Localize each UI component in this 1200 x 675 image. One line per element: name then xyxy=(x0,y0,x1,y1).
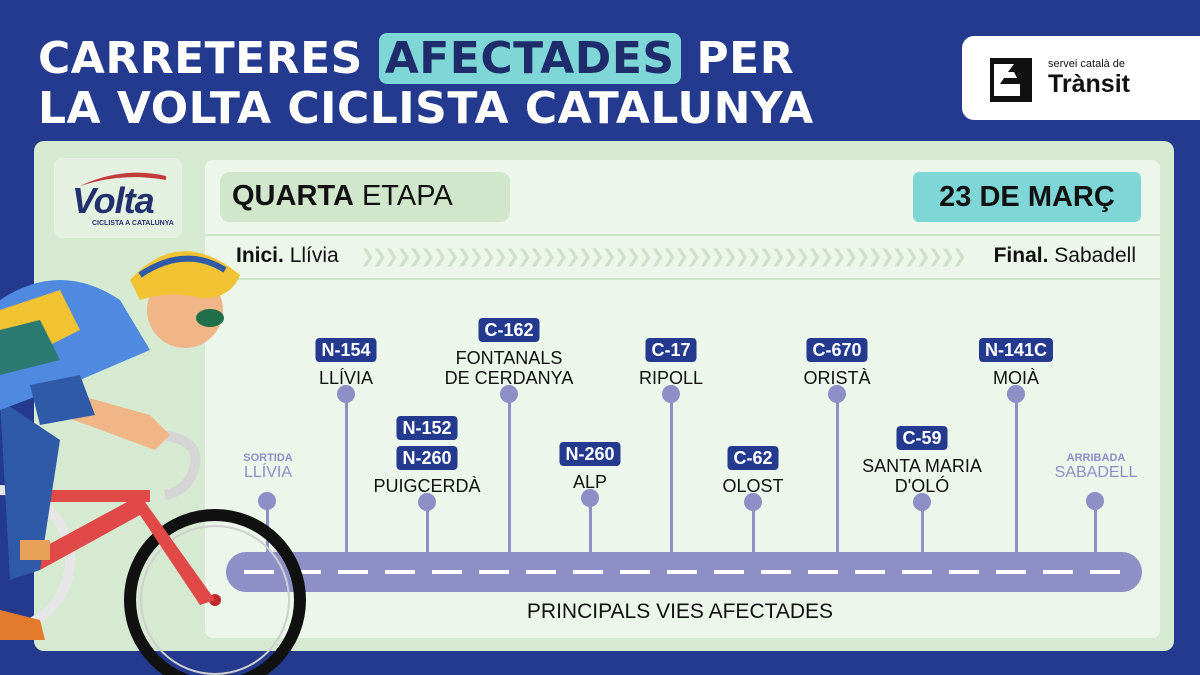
stop-stem xyxy=(589,506,592,556)
stop-place-line: FONTANALS xyxy=(455,348,563,368)
road-tag: C-670 xyxy=(806,338,868,362)
stop-place: ALP xyxy=(573,472,607,492)
end-stem xyxy=(1094,500,1097,556)
stop-stem xyxy=(752,510,755,556)
stop-place: ORISTÀ xyxy=(803,368,870,388)
stop-place: PUIGCERDÀ xyxy=(373,476,480,496)
end-place: Sabadell xyxy=(1054,244,1136,267)
start-kind: SORTIDA xyxy=(243,452,293,464)
start-label: Inici. xyxy=(236,244,284,267)
page-title: CARRETERES AFECTADES PER LA VOLTA CICLIS… xyxy=(38,33,814,134)
road-dashes xyxy=(244,570,1124,574)
stop-place: LLÍVIA xyxy=(319,368,373,388)
title-line1-post: PER xyxy=(696,33,795,84)
title-highlight: AFECTADES xyxy=(378,33,681,84)
stop-place: OLOST xyxy=(722,476,783,496)
stop-place-line: ORISTÀ xyxy=(803,368,871,388)
end-info: Final. Sabadell xyxy=(994,244,1136,268)
stop-dot xyxy=(828,385,846,403)
stage-title: QUARTA ETAPA xyxy=(220,172,510,222)
stop-place-line: D'OLÓ xyxy=(894,476,950,496)
start-endpoint-place: LLÍVIA xyxy=(243,464,293,481)
stage-date-badge: 23 DE MARÇ xyxy=(913,172,1141,222)
road-caption: PRINCIPALS VIES AFECTADES xyxy=(526,600,834,623)
divider xyxy=(205,278,1160,280)
road-tag: C-59 xyxy=(896,426,948,450)
road-tag: C-17 xyxy=(645,338,697,362)
stop-dot xyxy=(913,493,931,511)
stop-place-line: MOIÀ xyxy=(992,368,1040,388)
end-kind: ARRIBADA xyxy=(1066,452,1126,464)
stop-stem xyxy=(508,402,511,556)
volta-logo: Volta CICLISTA A CATALUNYA xyxy=(54,158,182,238)
road-tag: N-152 xyxy=(396,416,458,440)
road-tag: N-260 xyxy=(396,446,458,470)
stop-place-line: RIPOLL xyxy=(638,368,704,388)
stop-place-line: DE CERDANYA xyxy=(444,368,574,388)
end-endpoint-place: SABADELL xyxy=(1054,464,1138,481)
brand-small-text: servei català de xyxy=(1048,58,1126,70)
stop-place: MOIÀ xyxy=(993,368,1039,388)
stop-dot xyxy=(418,493,436,511)
transit-logo: servei català de Trànsit xyxy=(962,36,1200,120)
stop-place-line: OLOST xyxy=(722,476,784,496)
start-place: Llívia xyxy=(289,244,339,267)
road-graphic xyxy=(226,552,1142,592)
stop-place-line: SANTA MARIA xyxy=(862,456,982,476)
stop-stem xyxy=(1015,402,1018,556)
transit-logo-icon xyxy=(990,58,1032,102)
start-end-row: Inici. Llívia ❯❯❯❯❯❯❯❯❯❯❯❯❯❯❯❯❯❯❯❯❯❯❯❯❯❯… xyxy=(236,244,1136,272)
stop-stem xyxy=(345,402,348,556)
stop-stem xyxy=(836,402,839,556)
end-dot xyxy=(1086,492,1104,510)
stop-stem xyxy=(921,510,924,556)
stage-ordinal: QUARTA xyxy=(232,180,354,212)
divider xyxy=(205,234,1160,236)
stop-dot xyxy=(581,489,599,507)
title-line2: LA VOLTA CICLISTA CATALUNYA xyxy=(38,83,814,134)
stage-label: ETAPA xyxy=(361,180,453,212)
volta-swoosh-icon xyxy=(80,172,166,186)
road-tag: N-260 xyxy=(559,442,621,466)
stop-dot xyxy=(500,385,518,403)
stop-stem xyxy=(670,402,673,556)
stop-dot xyxy=(337,385,355,403)
title-line1-pre: CARRETERES xyxy=(38,33,363,84)
road-tag: C-62 xyxy=(727,446,779,470)
chevron-arrows-icon: ❯❯❯❯❯❯❯❯❯❯❯❯❯❯❯❯❯❯❯❯❯❯❯❯❯❯❯❯❯❯❯❯❯❯❯❯❯❯❯❯… xyxy=(360,246,967,266)
stop-place: FONTANALS DE CERDANYA xyxy=(445,348,574,388)
road-tag: N-154 xyxy=(315,338,377,362)
stop-place-line: PUIGCERDÀ xyxy=(373,476,481,496)
volta-subtitle: CICLISTA A CATALUNYA xyxy=(92,220,174,227)
stop-place-line: ALP xyxy=(572,472,608,492)
stop-place: RIPOLL xyxy=(639,368,703,388)
stop-dot xyxy=(1007,385,1025,403)
start-dot xyxy=(258,492,276,510)
stop-stem xyxy=(426,510,429,556)
end-label: Final. xyxy=(993,244,1049,267)
start-info: Inici. Llívia xyxy=(236,244,339,268)
volta-word: Volta xyxy=(72,180,155,221)
stop-dot xyxy=(744,493,762,511)
stop-dot xyxy=(662,385,680,403)
brand-name: Trànsit xyxy=(1048,70,1130,98)
road-tag: N-141C xyxy=(978,338,1054,362)
road-tag: C-162 xyxy=(478,318,540,342)
stop-place: SANTA MARIA D'OLÓ xyxy=(862,456,982,496)
cyclist-illustration xyxy=(0,251,306,675)
stop-place-line: LLÍVIA xyxy=(318,368,374,388)
